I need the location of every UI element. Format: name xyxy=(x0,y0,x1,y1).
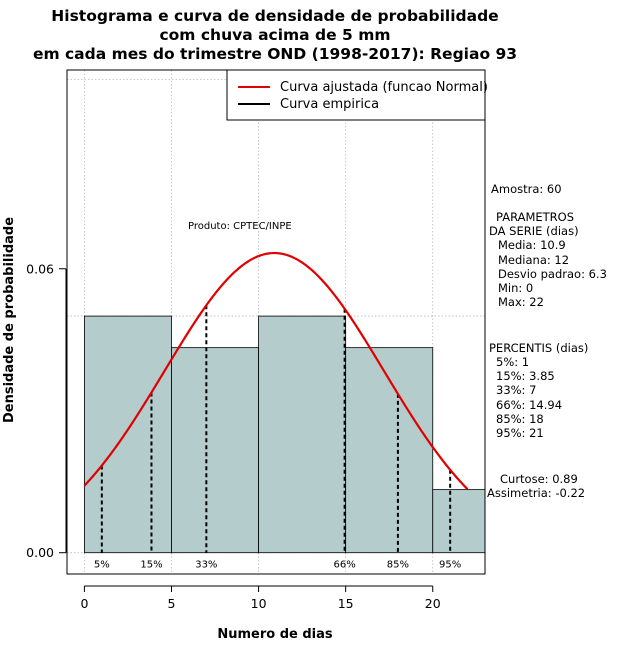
stat-max: Max: 22 xyxy=(498,295,544,309)
histogram-bar-3 xyxy=(345,347,434,554)
histogram-bar-1 xyxy=(171,347,259,554)
histogram-bar-2 xyxy=(258,315,347,554)
histogram-bar-0 xyxy=(84,315,172,554)
percentile-label-4: 85% xyxy=(387,560,409,571)
stat-param-title-2: DA SERIE (dias) xyxy=(489,224,579,238)
stat-amostra: Amostra: 60 xyxy=(491,182,562,196)
stat-param-title-1: PARAMETROS xyxy=(496,210,574,224)
legend: Curva ajustada (funcao Normal) Curva emp… xyxy=(226,69,488,121)
stat-assimetria: Assimetria: -0.22 xyxy=(487,486,585,500)
x-tick-label-0: 0 xyxy=(80,596,88,611)
stat-p95: 95%: 21 xyxy=(496,426,544,440)
x-tick-label-1: 5 xyxy=(168,596,176,611)
stat-min: Min: 0 xyxy=(498,281,533,295)
bars-layer xyxy=(84,315,486,554)
percentile-layer: 5% 15% 33% 66% 85% 95% xyxy=(94,305,461,571)
chart-title-line-3: em cada mes do trimestre OND (1998-2017)… xyxy=(33,45,517,63)
legend-box xyxy=(226,69,486,121)
percentile-label-2: 33% xyxy=(195,560,217,571)
x-axis-label: Numero de dias xyxy=(217,627,333,642)
stat-desvio: Desvio padrao: 6.3 xyxy=(498,267,607,281)
normal-curve xyxy=(83,251,469,491)
stat-p85: 85%: 18 xyxy=(496,412,544,426)
chart-title-line-2: com chuva acima de 5 mm xyxy=(159,26,390,44)
stat-mediana: Mediana: 12 xyxy=(498,253,569,267)
x-tick-label-3: 15 xyxy=(338,596,354,611)
stat-curtose: Curtose: 0.89 xyxy=(500,472,578,486)
y-tick-label-1: 0.06 xyxy=(26,261,54,276)
stats-panel: Amostra: 60 PARAMETROS DA SERIE (dias) M… xyxy=(487,182,607,500)
y-axis-label: Densidade de probabilidade xyxy=(2,217,17,423)
percentile-label-5: 95% xyxy=(439,560,461,571)
chart-title-line-1: Histograma e curva de densidade de proba… xyxy=(51,7,498,25)
percentile-label-3: 66% xyxy=(334,560,356,571)
histogram-bar-4 xyxy=(432,489,486,554)
x-tick-label-2: 10 xyxy=(251,596,267,611)
legend-label-empirical: Curva empirica xyxy=(280,97,379,112)
stat-p15: 15%: 3.85 xyxy=(496,369,555,383)
stat-p33: 33%: 7 xyxy=(496,383,536,397)
axis-layer: 0 5 10 15 20 0.00 0.06 xyxy=(26,261,441,611)
percentile-label-1: 15% xyxy=(140,560,162,571)
legend-label-normal: Curva ajustada (funcao Normal) xyxy=(280,80,488,95)
percentile-label-0: 5% xyxy=(94,560,110,571)
stat-media: Media: 10.9 xyxy=(498,238,566,252)
curve-layer xyxy=(83,251,469,491)
stat-p5: 5%: 1 xyxy=(496,355,529,369)
x-tick-label-4: 20 xyxy=(425,596,441,611)
stat-p66: 66%: 14.94 xyxy=(496,398,562,412)
product-note: Produto: CPTEC/INPE xyxy=(188,221,292,232)
stat-percentis-title: PERCENTIS (dias) xyxy=(489,341,588,355)
y-tick-label-0: 0.00 xyxy=(26,545,54,560)
